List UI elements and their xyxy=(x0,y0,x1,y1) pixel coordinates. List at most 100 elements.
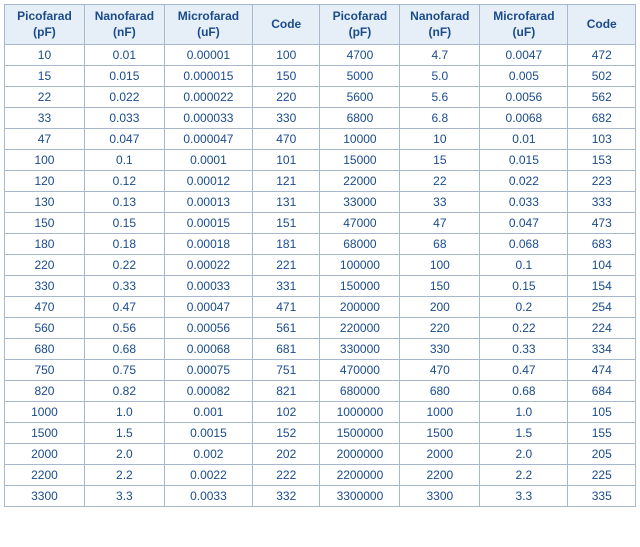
table-row: 1800.180.0001818168000680.068683 xyxy=(5,234,636,255)
column-header: Code xyxy=(253,5,320,45)
table-cell: 0.47 xyxy=(480,360,568,381)
table-cell: 3300000 xyxy=(320,486,400,507)
table-row: 220.0220.00002222056005.60.0056562 xyxy=(5,87,636,108)
header-label-line1: Nanofarad xyxy=(95,9,154,23)
column-header: Nanofarad (nF) xyxy=(84,5,164,45)
table-cell: 202 xyxy=(253,444,320,465)
table-cell: 68 xyxy=(400,234,480,255)
table-cell: 0.0047 xyxy=(480,45,568,66)
table-cell: 821 xyxy=(253,381,320,402)
table-cell: 103 xyxy=(568,129,636,150)
table-cell: 220 xyxy=(5,255,85,276)
table-cell: 0.0015 xyxy=(164,423,252,444)
table-cell: 150 xyxy=(400,276,480,297)
table-cell: 1000 xyxy=(5,402,85,423)
table-cell: 3300 xyxy=(5,486,85,507)
table-cell: 1500 xyxy=(5,423,85,444)
table-cell: 0.068 xyxy=(480,234,568,255)
table-cell: 680 xyxy=(400,381,480,402)
table-cell: 152 xyxy=(253,423,320,444)
table-cell: 0.00001 xyxy=(164,45,252,66)
table-cell: 0.047 xyxy=(84,129,164,150)
table-cell: 200 xyxy=(400,297,480,318)
table-cell: 102 xyxy=(253,402,320,423)
table-cell: 0.82 xyxy=(84,381,164,402)
header-label-line1: Microfarad xyxy=(493,9,554,23)
table-cell: 562 xyxy=(568,87,636,108)
table-cell: 2.2 xyxy=(480,465,568,486)
table-cell: 0.015 xyxy=(480,150,568,171)
table-cell: 332 xyxy=(253,486,320,507)
table-cell: 0.000015 xyxy=(164,66,252,87)
table-row: 1000.10.000110115000150.015153 xyxy=(5,150,636,171)
table-cell: 0.00033 xyxy=(164,276,252,297)
table-cell: 5.6 xyxy=(400,87,480,108)
table-cell: 150 xyxy=(5,213,85,234)
table-cell: 561 xyxy=(253,318,320,339)
table-row: 33003.30.0033332330000033003.3335 xyxy=(5,486,636,507)
table-row: 100.010.0000110047004.70.0047472 xyxy=(5,45,636,66)
table-cell: 100 xyxy=(253,45,320,66)
table-cell: 0.75 xyxy=(84,360,164,381)
table-cell: 335 xyxy=(568,486,636,507)
table-cell: 684 xyxy=(568,381,636,402)
table-cell: 0.000047 xyxy=(164,129,252,150)
table-cell: 474 xyxy=(568,360,636,381)
table-cell: 221 xyxy=(253,255,320,276)
table-cell: 560 xyxy=(5,318,85,339)
table-cell: 2.2 xyxy=(84,465,164,486)
header-label-line1: Microfarad xyxy=(178,9,239,23)
table-cell: 751 xyxy=(253,360,320,381)
header-label-line2: (uF) xyxy=(513,25,536,39)
table-cell: 0.00082 xyxy=(164,381,252,402)
table-row: 20002.00.002202200000020002.0205 xyxy=(5,444,636,465)
table-cell: 254 xyxy=(568,297,636,318)
table-cell: 10 xyxy=(400,129,480,150)
table-cell: 0.0068 xyxy=(480,108,568,129)
table-cell: 33 xyxy=(400,192,480,213)
table-cell: 0.015 xyxy=(84,66,164,87)
header-label-line1: Code xyxy=(271,17,301,31)
table-cell: 47 xyxy=(400,213,480,234)
table-cell: 0.0022 xyxy=(164,465,252,486)
table-cell: 502 xyxy=(568,66,636,87)
table-cell: 15 xyxy=(400,150,480,171)
table-cell: 0.00015 xyxy=(164,213,252,234)
header-label-line1: Nanofarad xyxy=(410,9,469,23)
table-row: 150.0150.00001515050005.00.005502 xyxy=(5,66,636,87)
table-cell: 151 xyxy=(253,213,320,234)
table-cell: 100 xyxy=(400,255,480,276)
table-row: 22002.20.0022222220000022002.2225 xyxy=(5,465,636,486)
table-row: 8200.820.000828216800006800.68684 xyxy=(5,381,636,402)
table-cell: 331 xyxy=(253,276,320,297)
table-cell: 2200000 xyxy=(320,465,400,486)
table-cell: 2000 xyxy=(5,444,85,465)
table-cell: 0.022 xyxy=(480,171,568,192)
table-cell: 153 xyxy=(568,150,636,171)
table-cell: 0.022 xyxy=(84,87,164,108)
column-header: Microfarad(uF) xyxy=(164,5,252,45)
table-cell: 0.00022 xyxy=(164,255,252,276)
table-cell: 0.00012 xyxy=(164,171,252,192)
header-label-line2: (pF) xyxy=(349,25,372,39)
table-cell: 0.00018 xyxy=(164,234,252,255)
table-cell: 33 xyxy=(5,108,85,129)
table-cell: 10 xyxy=(5,45,85,66)
table-cell: 0.15 xyxy=(480,276,568,297)
table-cell: 0.033 xyxy=(480,192,568,213)
table-cell: 121 xyxy=(253,171,320,192)
table-cell: 2200 xyxy=(400,465,480,486)
table-cell: 0.1 xyxy=(84,150,164,171)
table-cell: 682 xyxy=(568,108,636,129)
table-cell: 681 xyxy=(253,339,320,360)
table-row: 470.0470.00004747010000100.01103 xyxy=(5,129,636,150)
header-label-line2: (nF) xyxy=(113,25,136,39)
table-cell: 470 xyxy=(5,297,85,318)
table-cell: 22 xyxy=(5,87,85,108)
table-row: 7500.750.000757514700004700.47474 xyxy=(5,360,636,381)
table-cell: 0.33 xyxy=(84,276,164,297)
table-row: 2200.220.000222211000001000.1104 xyxy=(5,255,636,276)
table-cell: 222 xyxy=(253,465,320,486)
table-cell: 5.0 xyxy=(400,66,480,87)
header-label-line2: (pF) xyxy=(33,25,56,39)
